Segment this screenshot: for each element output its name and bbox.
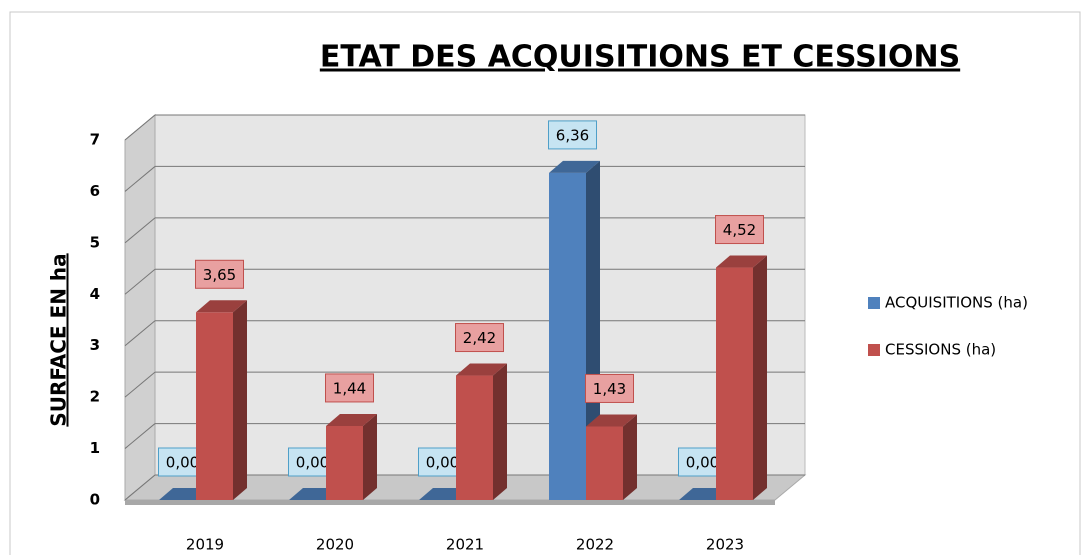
y-tick-label: 7 (90, 131, 100, 149)
x-tick-label: 2020 (316, 536, 354, 554)
value-label-box (548, 120, 597, 150)
bar-top (716, 255, 767, 268)
y-tick-label: 2 (90, 388, 100, 406)
value-label-box (455, 323, 504, 353)
bar (716, 267, 753, 500)
value-label: 2,42 (463, 329, 496, 347)
grid-line (124, 114, 156, 141)
x-tick-label: 2023 (706, 536, 744, 554)
grid-line (124, 371, 156, 398)
chart-title: ETAT DES ACQUISITIONS ET CESSIONS (320, 40, 960, 75)
bar-side (493, 363, 507, 500)
bar-top (326, 413, 377, 426)
legend-swatch (868, 297, 880, 309)
grid-line (124, 166, 156, 192)
value-label-box (585, 373, 634, 403)
bar-side (363, 413, 377, 500)
value-label-box (715, 215, 764, 245)
value-label: 6,36 (556, 126, 589, 144)
floor-edge (125, 500, 775, 505)
value-label: 1,43 (593, 380, 626, 398)
value-label: 0,00 (426, 454, 459, 472)
y-axis-label: SURFACE EN ha (47, 253, 71, 426)
bar-top (549, 160, 600, 173)
value-label: 4,52 (723, 221, 756, 239)
y-tick-label: 6 (90, 182, 100, 200)
legend-label: ACQUISITIONS (ha) (885, 294, 1028, 312)
bar (549, 172, 586, 500)
value-label-box (325, 373, 374, 403)
bar-side (233, 300, 247, 500)
bar (586, 426, 623, 500)
legend-label: CESSIONS (ha) (885, 341, 996, 359)
y-tick-label: 0 (90, 491, 100, 509)
bar (196, 312, 233, 500)
bar (326, 425, 363, 500)
y-tick-label: 5 (90, 233, 100, 251)
value-label-box (195, 259, 244, 289)
value-label: 0,00 (296, 454, 329, 472)
grid-line (124, 268, 156, 295)
bar-top (586, 414, 637, 427)
grid-line (124, 320, 156, 347)
bar-top (196, 300, 247, 313)
x-tick-label: 2022 (576, 536, 614, 554)
bar-side (623, 414, 637, 500)
value-label: 0,00 (686, 454, 719, 472)
side-wall (124, 113, 156, 502)
value-label: 0,00 (166, 454, 199, 472)
value-label: 3,65 (203, 266, 236, 284)
bar-top (456, 363, 507, 376)
y-tick-label: 1 (90, 439, 100, 457)
bar-side (753, 255, 767, 500)
x-tick-label: 2021 (446, 536, 484, 554)
grid-line (124, 423, 156, 449)
x-tick-label: 2019 (186, 536, 224, 554)
grid-line (124, 217, 156, 244)
bar-side (586, 160, 600, 500)
y-tick-label: 3 (90, 336, 100, 354)
grid-line (124, 474, 156, 501)
y-tick-label: 4 (90, 285, 100, 303)
bar (456, 375, 493, 500)
legend-swatch (868, 344, 880, 356)
value-label: 1,44 (333, 379, 366, 397)
